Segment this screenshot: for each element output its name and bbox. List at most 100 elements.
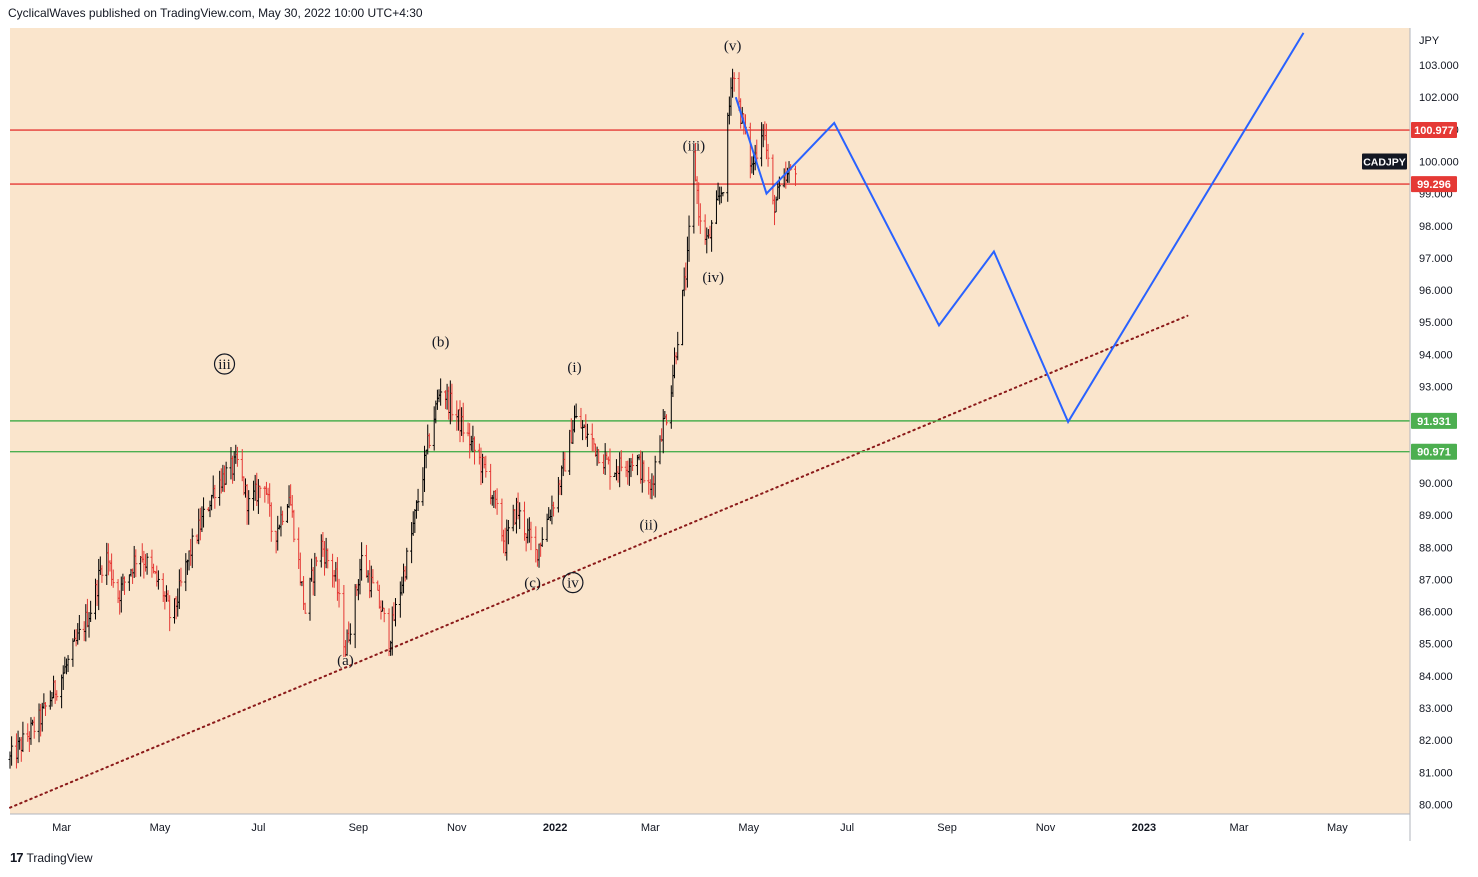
bearish-bar [766, 143, 770, 167]
resistance-price-badge: 99.296 [1417, 179, 1451, 191]
wave-label: (c) [524, 576, 541, 592]
bearish-bar [552, 501, 556, 517]
symbol-tag: CADJPY [1363, 156, 1406, 168]
bearish-bar [314, 556, 318, 567]
y-axis: JPY 80.000 81.000 82.000 83.000 84.000 85.000 8… [1362, 35, 1459, 811]
support-price-badge: 90.971 [1417, 447, 1451, 459]
y-tick-label: 81.000 [1419, 767, 1453, 779]
bearish-bar [43, 702, 47, 716]
x-tick-label: Nov [1036, 822, 1056, 834]
bullish-bar [21, 721, 25, 753]
bullish-bar [653, 455, 657, 498]
x-tick-label: May [1327, 822, 1348, 834]
x-tick-label: 2022 [543, 822, 567, 834]
bearish-bar [326, 548, 330, 569]
bearish-bar [123, 576, 127, 595]
x-tick-label: 2023 [1132, 822, 1156, 834]
x-tick-label: Jul [840, 822, 854, 834]
bullish-bar [360, 542, 364, 581]
x-tick-label: Mar [52, 822, 71, 834]
resistance-price-badge: 100.977 [1414, 125, 1454, 137]
rising-trendline [9, 314, 1189, 809]
bullish-bar [540, 527, 544, 547]
bullish-bar [77, 614, 81, 641]
bullish-bar [190, 528, 194, 569]
bearish-bar [382, 607, 386, 623]
wave-label: (b) [432, 334, 450, 350]
bearish-bar [642, 460, 646, 483]
bearish-bar [732, 72, 736, 92]
y-tick-label: 87.000 [1419, 574, 1453, 586]
y-tick-label: 94.000 [1419, 349, 1453, 361]
bearish-bar [698, 203, 702, 234]
wave-label: (iii) [683, 138, 706, 154]
wave-label: (v) [724, 39, 742, 55]
wave-label: iv [567, 576, 579, 592]
y-tick-label: 85.000 [1419, 639, 1453, 651]
bullish-bar [393, 598, 397, 627]
bearish-bar [281, 510, 285, 526]
bearish-bar [258, 485, 262, 498]
wave-label-circle [213, 353, 236, 375]
y-tick-label: 103.000 [1419, 60, 1459, 72]
price-bars-group [8, 68, 797, 769]
bullish-bar [439, 378, 443, 406]
y-tick-label: 89.000 [1419, 510, 1453, 522]
bearish-bar [111, 569, 115, 588]
bearish-bar [597, 449, 601, 464]
bearish-bar [450, 383, 454, 422]
resistance-price-badge-bg [1411, 122, 1457, 139]
bearish-bar [100, 565, 104, 583]
trendline-group [9, 314, 1189, 809]
resistance-price-badge-bg [1411, 176, 1457, 193]
y-tick-label: 95.000 [1419, 317, 1453, 329]
wave-label: (ii) [640, 518, 658, 534]
bullish-bar [506, 520, 510, 545]
x-tick-label: Mar [1230, 822, 1249, 834]
x-tick-label: Sep [349, 822, 369, 834]
bearish-bar [484, 455, 488, 478]
x-tick-label: Nov [447, 822, 467, 834]
y-tick-label: 93.000 [1419, 382, 1453, 394]
bullish-bar [156, 570, 160, 590]
bearish-bar [473, 436, 477, 465]
y-tick-label: 84.000 [1419, 671, 1453, 683]
bearish-bar [427, 433, 431, 449]
y-tick-label: 100.000 [1419, 156, 1459, 168]
y-tick-label: 80.000 [1419, 799, 1453, 811]
y-tick-label: 90.000 [1419, 478, 1453, 490]
bullish-bar [224, 461, 228, 485]
bearish-bar [32, 716, 36, 739]
publication-header: CyclicalWaves published on TradingView.c… [8, 6, 423, 20]
x-tick-label: May [150, 822, 171, 834]
y-tick-label: 98.000 [1419, 221, 1453, 233]
bullish-bar [710, 220, 714, 252]
level-lines-group [10, 129, 1410, 453]
y-tick-label: 83.000 [1419, 703, 1453, 715]
bullish-bar [348, 623, 352, 645]
bearish-bar [179, 567, 183, 587]
wave-label-circle [562, 572, 584, 594]
x-tick-label: Jul [251, 822, 265, 834]
bullish-bar [89, 600, 93, 623]
y-tick-label: 102.000 [1419, 92, 1459, 104]
bearish-bar [495, 488, 499, 515]
projection-group [734, 32, 1305, 425]
bearish-bar [134, 549, 138, 578]
y-axis-currency: JPY [1419, 35, 1440, 47]
bearish-bar [337, 578, 341, 608]
bullish-bar [66, 655, 70, 673]
bullish-bar [721, 192, 725, 197]
bullish-bar [145, 553, 149, 575]
symbol-tag-bg [1362, 153, 1407, 170]
bearish-bar [269, 502, 273, 542]
wave-label: (a) [337, 653, 354, 669]
projected-path [734, 32, 1305, 425]
bullish-bar [585, 423, 589, 447]
support-price-badge: 91.931 [1417, 416, 1451, 428]
bullish-bar [676, 331, 680, 361]
bearish-bar [664, 414, 668, 426]
bearish-bar [371, 569, 375, 584]
bullish-bar [405, 547, 409, 580]
